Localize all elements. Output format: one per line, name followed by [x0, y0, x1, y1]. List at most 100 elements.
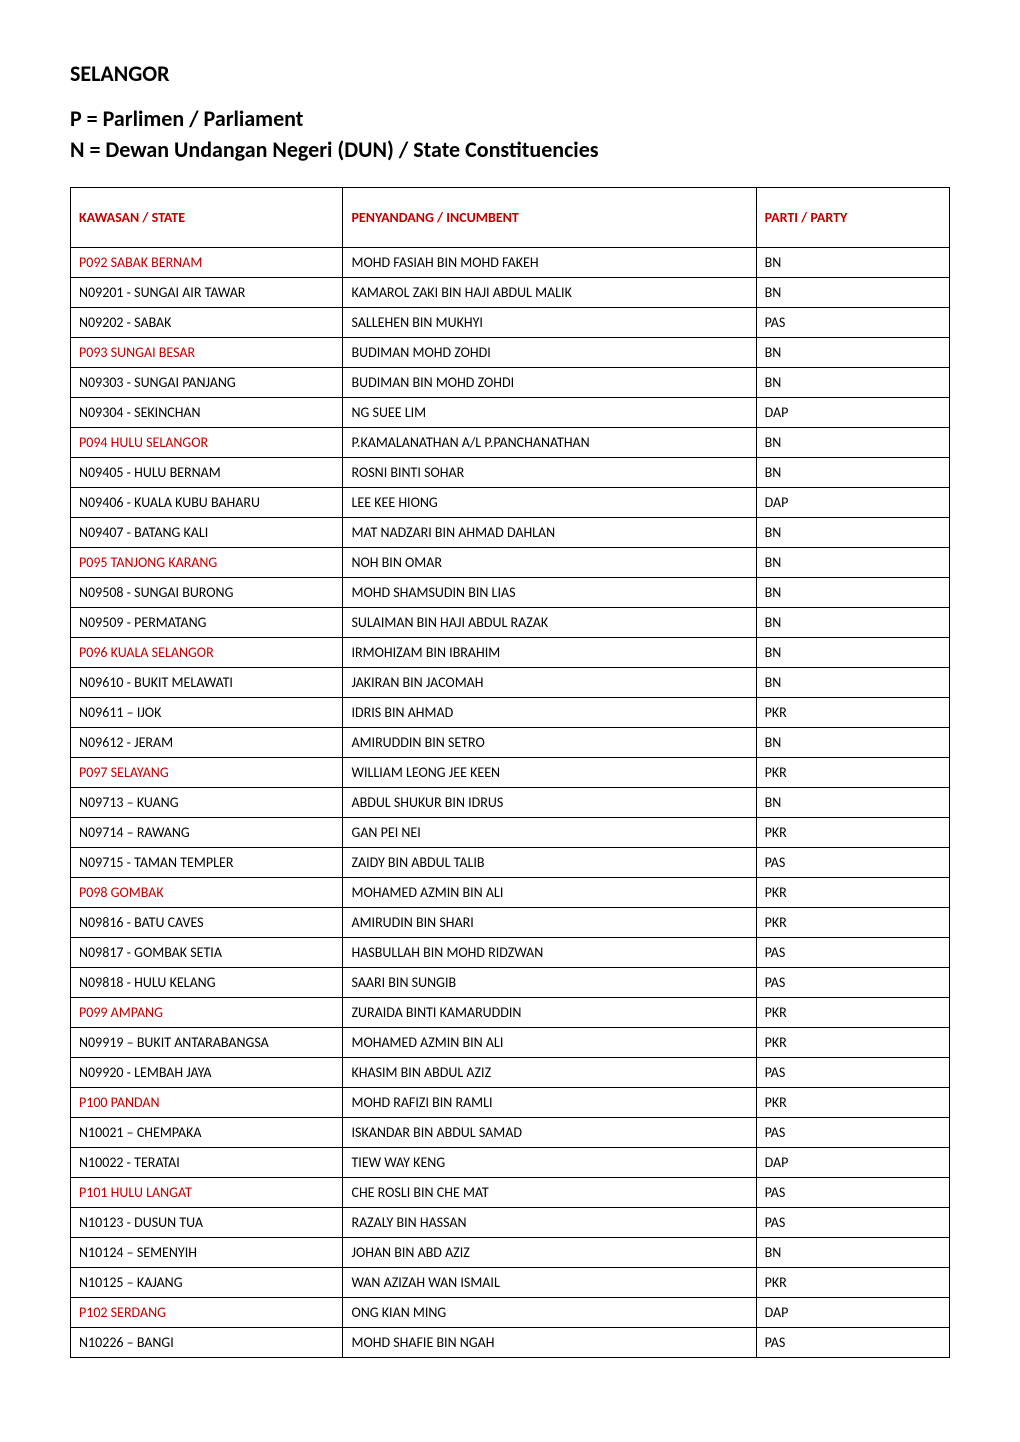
cell-party: PAS — [756, 1208, 949, 1238]
cell-party: BN — [756, 368, 949, 398]
cell-party: PKR — [756, 1088, 949, 1118]
cell-incumbent: KHASIM BIN ABDUL AZIZ — [343, 1058, 756, 1088]
cell-incumbent: ONG KIAN MING — [343, 1298, 756, 1328]
cell-kawasan: N09714 – RAWANG — [71, 818, 343, 848]
cell-incumbent: JAKIRAN BIN JACOMAH — [343, 668, 756, 698]
cell-kawasan: N10022 - TERATAI — [71, 1148, 343, 1178]
cell-party: DAP — [756, 398, 949, 428]
cell-party: BN — [756, 518, 949, 548]
header-incumbent: PENYANDANG / INCUMBENT — [343, 188, 756, 248]
cell-party: BN — [756, 668, 949, 698]
cell-incumbent: AMIRUDIN BIN SHARI — [343, 908, 756, 938]
cell-party: BN — [756, 788, 949, 818]
cell-kawasan: N09919 – BUKIT ANTARABANGSA — [71, 1028, 343, 1058]
cell-incumbent: NOH BIN OMAR — [343, 548, 756, 578]
cell-kawasan: N09303 - SUNGAI PANJANG — [71, 368, 343, 398]
table-row: N09817 - GOMBAK SETIAHASBULLAH BIN MOHD … — [71, 938, 950, 968]
table-row: N09816 - BATU CAVESAMIRUDIN BIN SHARIPKR — [71, 908, 950, 938]
table-row: P102 SERDANGONG KIAN MINGDAP — [71, 1298, 950, 1328]
cell-incumbent: BUDIMAN BIN MOHD ZOHDI — [343, 368, 756, 398]
table-row: N10124 – SEMENYIHJOHAN BIN ABD AZIZBN — [71, 1238, 950, 1268]
cell-party: BN — [756, 578, 949, 608]
cell-incumbent: RAZALY BIN HASSAN — [343, 1208, 756, 1238]
cell-party: BN — [756, 728, 949, 758]
table-row: P099 AMPANGZURAIDA BINTI KAMARUDDINPKR — [71, 998, 950, 1028]
cell-kawasan: N09920 - LEMBAH JAYA — [71, 1058, 343, 1088]
table-row: N09201 - SUNGAI AIR TAWARKAMAROL ZAKI BI… — [71, 278, 950, 308]
cell-kawasan: N09816 - BATU CAVES — [71, 908, 343, 938]
table-row: N09919 – BUKIT ANTARABANGSAMOHAMED AZMIN… — [71, 1028, 950, 1058]
cell-incumbent: P.KAMALANATHAN A/L P.PANCHANATHAN — [343, 428, 756, 458]
table-row: N09304 - SEKINCHANNG SUEE LIMDAP — [71, 398, 950, 428]
cell-kawasan: N09202 - SABAK — [71, 308, 343, 338]
cell-incumbent: MOHD SHAFIE BIN NGAH — [343, 1328, 756, 1358]
table-row: P101 HULU LANGATCHE ROSLI BIN CHE MATPAS — [71, 1178, 950, 1208]
cell-kawasan: N10125 – KAJANG — [71, 1268, 343, 1298]
cell-party: BN — [756, 1238, 949, 1268]
cell-kawasan: N09715 - TAMAN TEMPLER — [71, 848, 343, 878]
table-row: N10021 – CHEMPAKAISKANDAR BIN ABDUL SAMA… — [71, 1118, 950, 1148]
cell-kawasan: N09817 - GOMBAK SETIA — [71, 938, 343, 968]
table-row: N09714 – RAWANGGAN PEI NEIPKR — [71, 818, 950, 848]
cell-kawasan: P095 TANJONG KARANG — [71, 548, 343, 578]
cell-kawasan: N09818 - HULU KELANG — [71, 968, 343, 998]
cell-party: PKR — [756, 818, 949, 848]
cell-incumbent: ABDUL SHUKUR BIN IDRUS — [343, 788, 756, 818]
cell-incumbent: MOHAMED AZMIN BIN ALI — [343, 1028, 756, 1058]
table-row: P100 PANDANMOHD RAFIZI BIN RAMLIPKR — [71, 1088, 950, 1118]
cell-kawasan: P098 GOMBAK — [71, 878, 343, 908]
table-row: N09405 - HULU BERNAMROSNI BINTI SOHARBN — [71, 458, 950, 488]
table-row: P095 TANJONG KARANGNOH BIN OMARBN — [71, 548, 950, 578]
table-row: N10226 – BANGIMOHD SHAFIE BIN NGAHPAS — [71, 1328, 950, 1358]
header-kawasan: KAWASAN / STATE — [71, 188, 343, 248]
table-row: N10022 - TERATAITIEW WAY KENGDAP — [71, 1148, 950, 1178]
cell-party: PAS — [756, 308, 949, 338]
cell-party: BN — [756, 458, 949, 488]
cell-kawasan: N09610 - BUKIT MELAWATI — [71, 668, 343, 698]
cell-kawasan: N09304 - SEKINCHAN — [71, 398, 343, 428]
cell-incumbent: ROSNI BINTI SOHAR — [343, 458, 756, 488]
table-row: P094 HULU SELANGORP.KAMALANATHAN A/L P.P… — [71, 428, 950, 458]
cell-incumbent: SALLEHEN BIN MUKHYI — [343, 308, 756, 338]
cell-incumbent: TIEW WAY KENG — [343, 1148, 756, 1178]
table-row: P093 SUNGAI BESARBUDIMAN MOHD ZOHDIBN — [71, 338, 950, 368]
cell-kawasan: N10123 - DUSUN TUA — [71, 1208, 343, 1238]
cell-kawasan: P093 SUNGAI BESAR — [71, 338, 343, 368]
cell-kawasan: N10021 – CHEMPAKA — [71, 1118, 343, 1148]
table-row: N09612 - JERAMAMIRUDDIN BIN SETROBN — [71, 728, 950, 758]
table-row: N09818 - HULU KELANGSAARI BIN SUNGIBPAS — [71, 968, 950, 998]
page-title: SELANGOR — [70, 60, 950, 87]
constituencies-table: KAWASAN / STATE PENYANDANG / INCUMBENT P… — [70, 187, 950, 1358]
cell-incumbent: LEE KEE HIONG — [343, 488, 756, 518]
cell-party: BN — [756, 548, 949, 578]
cell-party: DAP — [756, 1148, 949, 1178]
cell-kawasan: N09611 – IJOK — [71, 698, 343, 728]
table-row: N09713 – KUANGABDUL SHUKUR BIN IDRUSBN — [71, 788, 950, 818]
cell-party: PAS — [756, 1058, 949, 1088]
table-row: P097 SELAYANGWILLIAM LEONG JEE KEENPKR — [71, 758, 950, 788]
cell-party: PAS — [756, 848, 949, 878]
cell-kawasan: N09508 - SUNGAI BURONG — [71, 578, 343, 608]
subtitle-dun: N = Dewan Undangan Negeri (DUN) / State … — [70, 136, 950, 163]
cell-kawasan: N09405 - HULU BERNAM — [71, 458, 343, 488]
cell-party: PAS — [756, 1178, 949, 1208]
subtitle-parliament: P = Parlimen / Parliament — [70, 105, 950, 132]
cell-party: DAP — [756, 1298, 949, 1328]
cell-kawasan: N09407 - BATANG KALI — [71, 518, 343, 548]
cell-party: BN — [756, 338, 949, 368]
cell-incumbent: ZURAIDA BINTI KAMARUDDIN — [343, 998, 756, 1028]
cell-party: PKR — [756, 1028, 949, 1058]
table-row: N09509 - PERMATANGSULAIMAN BIN HAJI ABDU… — [71, 608, 950, 638]
table-row: P098 GOMBAKMOHAMED AZMIN BIN ALIPKR — [71, 878, 950, 908]
cell-kawasan: P102 SERDANG — [71, 1298, 343, 1328]
table-row: N10125 – KAJANGWAN AZIZAH WAN ISMAILPKR — [71, 1268, 950, 1298]
cell-incumbent: MAT NADZARI BIN AHMAD DAHLAN — [343, 518, 756, 548]
table-row: N09406 - KUALA KUBU BAHARULEE KEE HIONGD… — [71, 488, 950, 518]
cell-incumbent: ZAIDY BIN ABDUL TALIB — [343, 848, 756, 878]
cell-kawasan: N09713 – KUANG — [71, 788, 343, 818]
table-row: N09303 - SUNGAI PANJANGBUDIMAN BIN MOHD … — [71, 368, 950, 398]
cell-incumbent: MOHD RAFIZI BIN RAMLI — [343, 1088, 756, 1118]
cell-incumbent: MOHD SHAMSUDIN BIN LIAS — [343, 578, 756, 608]
table-row: N09611 – IJOKIDRIS BIN AHMADPKR — [71, 698, 950, 728]
cell-incumbent: AMIRUDDIN BIN SETRO — [343, 728, 756, 758]
